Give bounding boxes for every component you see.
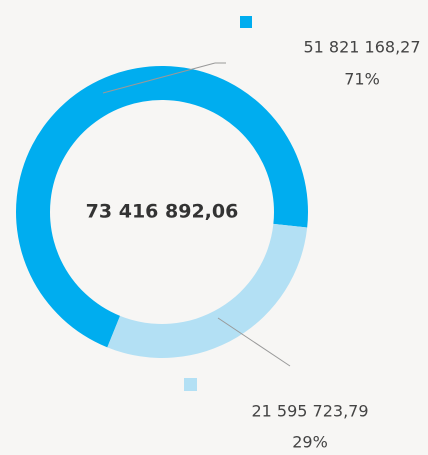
share-label: 71%	[344, 70, 380, 89]
legend-swatch	[240, 16, 252, 28]
legend-swatch	[184, 378, 197, 391]
leader-line	[102, 62, 216, 94]
leader-line	[217, 317, 291, 367]
share-label: 29%	[292, 433, 328, 452]
donut	[15, 65, 308, 358]
value-label: 21 595 723,79	[251, 402, 368, 421]
value-label: 51 821 168,27	[303, 38, 420, 57]
total-label: 73 416 892,06	[86, 201, 239, 223]
wedge	[107, 223, 308, 358]
